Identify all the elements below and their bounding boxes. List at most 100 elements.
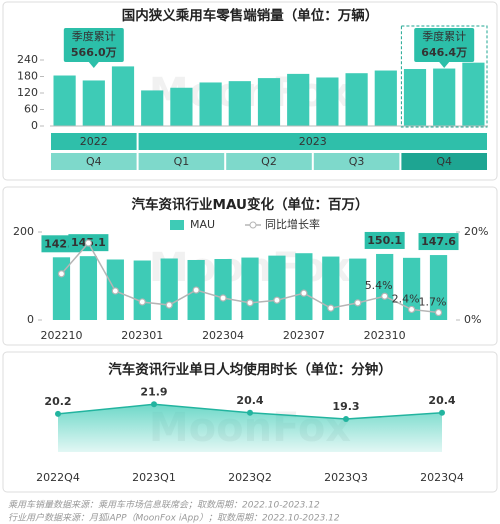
- value-label-box: [418, 233, 459, 251]
- callout-text: 季度累计: [422, 29, 466, 43]
- value-label: 147.6: [421, 235, 456, 248]
- point: [55, 410, 61, 417]
- quarter-box: [313, 153, 400, 170]
- y-tick-label: 240: [17, 53, 38, 66]
- point: [57, 270, 66, 278]
- bar: [52, 257, 71, 320]
- y2-tick-label: 0%: [464, 313, 481, 326]
- bar: [433, 68, 456, 126]
- point: [192, 286, 200, 294]
- point: [327, 304, 335, 312]
- bar: [133, 260, 151, 320]
- value-label: 19.3: [332, 400, 359, 413]
- chart-title: 国内狭义乘用车零售端销量（单位：万辆）: [122, 7, 379, 24]
- bar: [160, 258, 178, 320]
- bar: [53, 75, 76, 126]
- point: [354, 299, 362, 307]
- point: [111, 287, 119, 295]
- point: [273, 296, 281, 304]
- value-label: 21.9: [140, 385, 167, 398]
- legend-swatch: [249, 221, 257, 229]
- bar: [429, 255, 448, 320]
- quarter-box: [51, 153, 137, 170]
- callout-pointer: [439, 62, 450, 68]
- point: [151, 401, 157, 408]
- quarter-label: Q1: [174, 155, 190, 168]
- point: [439, 409, 445, 416]
- x-tick-label: 2022Q4: [36, 471, 80, 484]
- chart-title: 汽车资讯行业MAU变化（单位：百万）: [132, 196, 369, 213]
- bar: [79, 256, 98, 320]
- point: [300, 289, 308, 297]
- bar: [170, 87, 193, 126]
- callout-text: 566.0万: [71, 46, 117, 59]
- legend-label: MAU: [190, 218, 215, 231]
- x-tick-label: 202310: [364, 329, 406, 342]
- footer-note: 行业用户数据来源：月狐iAPP（MoonFox iApp）；取数周期：2022.…: [8, 513, 340, 524]
- year-label: 2022: [80, 135, 108, 148]
- bar: [257, 78, 281, 126]
- point: [434, 308, 443, 317]
- point: [165, 301, 173, 309]
- value-label: 1.7%: [419, 296, 447, 309]
- callout-text: 646.4万: [421, 46, 467, 59]
- point: [408, 305, 416, 314]
- point: [343, 416, 349, 423]
- bar: [349, 258, 367, 320]
- callout-box: [63, 28, 124, 62]
- year-label: 2023: [299, 135, 327, 148]
- footer-note: 乘用车销量数据来源：乘用车市场信息联席会；取数周期：2022.10-2023.1…: [8, 500, 320, 511]
- value-label: 20.4: [236, 394, 263, 407]
- bar: [268, 255, 286, 320]
- y-tick-label: 60: [24, 103, 38, 116]
- callout-pointer: [88, 62, 99, 68]
- callout-text: 季度累计: [72, 29, 116, 43]
- bar: [82, 80, 105, 126]
- bar: [228, 81, 251, 126]
- bar: [214, 259, 232, 320]
- point: [138, 298, 146, 306]
- value-label: 150.1: [367, 234, 402, 247]
- bar: [111, 66, 135, 126]
- bar: [402, 257, 421, 320]
- bar: [345, 73, 368, 126]
- y-tick-label: 0: [31, 119, 38, 132]
- value-label: 5.4%: [365, 279, 393, 292]
- value-label: 20.4: [428, 394, 455, 407]
- bar: [376, 253, 394, 320]
- year-box: [51, 133, 137, 150]
- bar: [295, 253, 313, 320]
- quarter-label: Q4: [86, 155, 102, 168]
- value-label: 20.2: [44, 395, 71, 408]
- x-tick-label: 202210: [40, 329, 82, 342]
- quarter-box: [226, 153, 312, 170]
- point: [381, 292, 389, 300]
- x-tick-label: 2023Q1: [132, 471, 176, 484]
- y-tick-label: 200: [13, 225, 34, 238]
- value-label-box: [364, 231, 405, 249]
- point: [246, 299, 254, 307]
- quarter-box: [138, 153, 225, 170]
- point: [219, 294, 227, 302]
- x-tick-label: 202307: [283, 329, 325, 342]
- y2-tick-label: 20%: [464, 225, 488, 238]
- year-box: [138, 133, 487, 150]
- area: [58, 404, 442, 452]
- x-tick-label: 2023Q3: [324, 471, 368, 484]
- legend-label: 同比增长率: [265, 217, 320, 231]
- callout-box: [414, 28, 475, 62]
- bar: [316, 77, 339, 126]
- bar: [322, 256, 340, 320]
- bar: [462, 62, 485, 126]
- bar: [374, 70, 397, 126]
- x-tick-label: 2023Q4: [420, 471, 464, 484]
- bar: [287, 73, 310, 126]
- quarter-label: Q3: [349, 155, 365, 168]
- x-tick-label: 202304: [202, 329, 244, 342]
- bar: [403, 69, 427, 126]
- y-tick-label: 0: [27, 313, 34, 326]
- point: [247, 409, 253, 416]
- bar: [241, 257, 259, 320]
- bar: [141, 90, 164, 126]
